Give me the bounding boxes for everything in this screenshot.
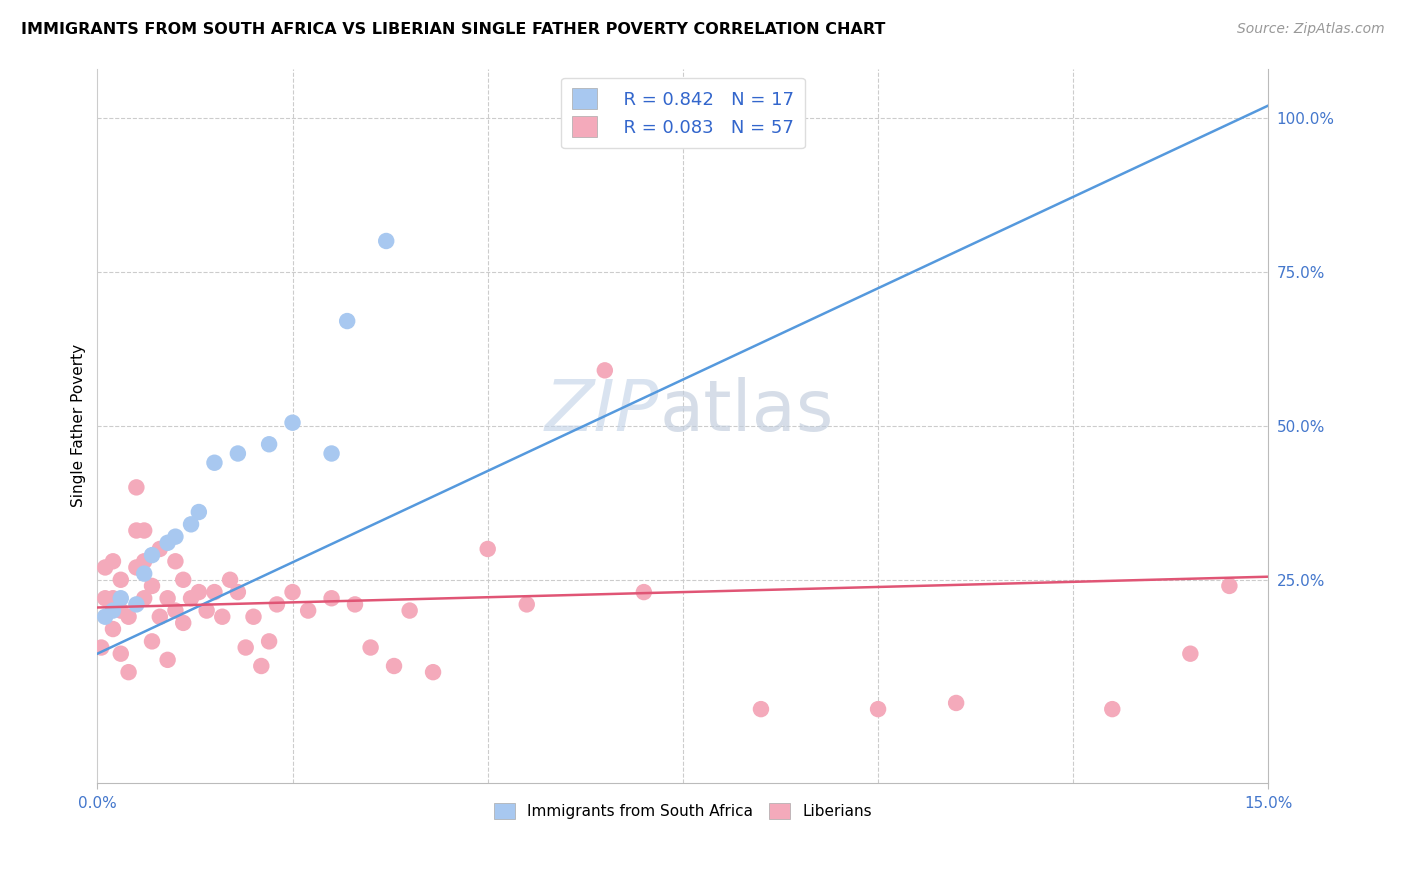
Point xyxy=(110,591,132,606)
Point xyxy=(156,591,179,606)
Point xyxy=(633,585,655,599)
Point xyxy=(172,573,194,587)
Text: ZIP: ZIP xyxy=(546,377,659,446)
Point xyxy=(90,640,112,655)
Point xyxy=(360,640,382,655)
Point xyxy=(180,517,202,532)
Point xyxy=(219,573,242,587)
Point xyxy=(321,591,343,606)
Point xyxy=(149,609,172,624)
Text: atlas: atlas xyxy=(659,377,834,446)
Text: IMMIGRANTS FROM SOUTH AFRICA VS LIBERIAN SINGLE FATHER POVERTY CORRELATION CHART: IMMIGRANTS FROM SOUTH AFRICA VS LIBERIAN… xyxy=(21,22,886,37)
Point xyxy=(94,560,117,574)
Point xyxy=(165,530,187,544)
Legend: Immigrants from South Africa, Liberians: Immigrants from South Africa, Liberians xyxy=(488,797,879,825)
Point xyxy=(297,603,319,617)
Point xyxy=(125,524,148,538)
Point xyxy=(235,640,257,655)
Text: Source: ZipAtlas.com: Source: ZipAtlas.com xyxy=(1237,22,1385,37)
Point xyxy=(242,609,264,624)
Point xyxy=(134,524,156,538)
Point xyxy=(101,591,124,606)
Point xyxy=(172,615,194,630)
Point xyxy=(195,603,218,617)
Point xyxy=(134,554,156,568)
Point xyxy=(101,622,124,636)
Point xyxy=(375,234,398,248)
Point xyxy=(101,554,124,568)
Point xyxy=(156,536,179,550)
Point xyxy=(336,314,359,328)
Point xyxy=(343,598,366,612)
Point xyxy=(211,609,233,624)
Point xyxy=(125,480,148,494)
Point xyxy=(117,609,139,624)
Point xyxy=(945,696,967,710)
Point xyxy=(134,566,156,581)
Point xyxy=(165,603,187,617)
Point xyxy=(149,541,172,556)
Point xyxy=(321,446,343,460)
Point xyxy=(110,647,132,661)
Point xyxy=(1218,579,1240,593)
Point xyxy=(1101,702,1123,716)
Point xyxy=(117,665,139,680)
Point xyxy=(125,598,148,612)
Point xyxy=(101,603,124,617)
Point xyxy=(281,416,304,430)
Point xyxy=(110,603,132,617)
Point xyxy=(266,598,288,612)
Point xyxy=(204,585,226,599)
Point xyxy=(382,659,405,673)
Point xyxy=(187,585,209,599)
Point xyxy=(593,363,616,377)
Point xyxy=(134,591,156,606)
Point xyxy=(165,554,187,568)
Point xyxy=(141,634,163,648)
Point xyxy=(477,541,499,556)
Point xyxy=(226,446,249,460)
Point xyxy=(1180,647,1202,661)
Y-axis label: Single Father Poverty: Single Father Poverty xyxy=(72,344,86,508)
Point xyxy=(156,653,179,667)
Point xyxy=(94,609,117,624)
Point xyxy=(204,456,226,470)
Point xyxy=(226,585,249,599)
Point xyxy=(749,702,772,716)
Point xyxy=(141,579,163,593)
Point xyxy=(281,585,304,599)
Point xyxy=(398,603,420,617)
Point xyxy=(868,702,890,716)
Point xyxy=(422,665,444,680)
Point xyxy=(516,598,538,612)
Point xyxy=(257,437,280,451)
Point xyxy=(94,591,117,606)
Point xyxy=(180,591,202,606)
Point xyxy=(110,573,132,587)
Point xyxy=(250,659,273,673)
Point xyxy=(125,560,148,574)
Point xyxy=(257,634,280,648)
Point xyxy=(187,505,209,519)
Point xyxy=(141,548,163,562)
